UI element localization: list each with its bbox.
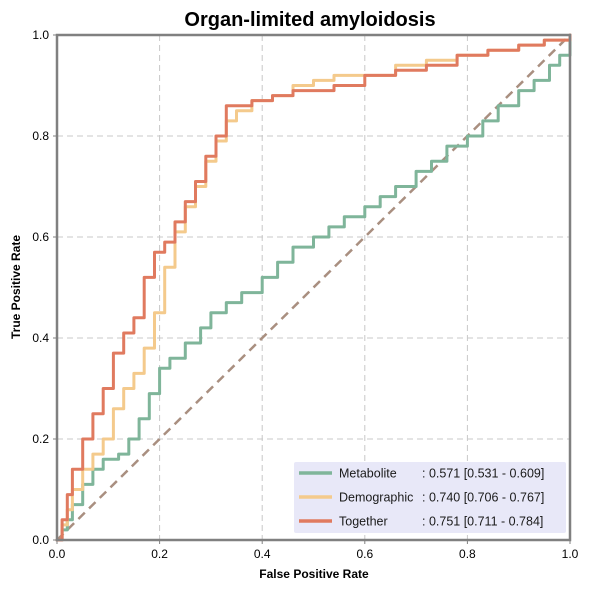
y-tick-label: 0.2 xyxy=(32,432,49,446)
series-line-metabolite xyxy=(55,33,572,542)
legend-box xyxy=(294,462,566,533)
legend-series-name: Together xyxy=(339,515,388,529)
y-axis-label: True Positive Rate xyxy=(9,235,23,339)
x-axis-label: False Positive Rate xyxy=(259,567,369,581)
chart-title: Organ-limited amyloidosis xyxy=(184,9,435,31)
plot-frame xyxy=(55,33,572,542)
y-tick-label: 0.6 xyxy=(32,230,49,244)
y-tick-label: 0.0 xyxy=(32,533,49,547)
x-tick-label: 0.0 xyxy=(49,547,66,561)
x-axis-ticks: 0.0 0.2 0.4 0.6 0.8 1.0 xyxy=(49,540,579,561)
y-axis-ticks: 0.0 0.2 0.4 0.6 0.8 1.0 xyxy=(32,28,57,547)
y-tick-label: 1.0 xyxy=(32,28,49,42)
legend-series-name: Metabolite xyxy=(339,467,397,481)
x-tick-label: 0.6 xyxy=(356,547,373,561)
series-layer xyxy=(55,33,572,542)
x-tick-label: 1.0 xyxy=(562,547,579,561)
legend-series-stat: : 0.751 [0.711 - 0.784] xyxy=(422,515,543,529)
x-tick-label: 0.8 xyxy=(459,547,476,561)
legend-series-stat: : 0.571 [0.531 - 0.609] xyxy=(422,467,544,481)
grid xyxy=(57,35,570,540)
series-line-together xyxy=(55,33,572,542)
y-tick-label: 0.4 xyxy=(32,331,49,345)
x-tick-label: 0.2 xyxy=(151,547,168,561)
y-tick-label: 0.8 xyxy=(32,129,49,143)
legend-series-name: Demographic xyxy=(339,491,413,505)
legend-series-stat: : 0.740 [0.706 - 0.767] xyxy=(422,491,544,505)
x-tick-label: 0.4 xyxy=(254,547,271,561)
legend: Metabolite : 0.571 [0.531 - 0.609] Demogra… xyxy=(294,462,566,533)
